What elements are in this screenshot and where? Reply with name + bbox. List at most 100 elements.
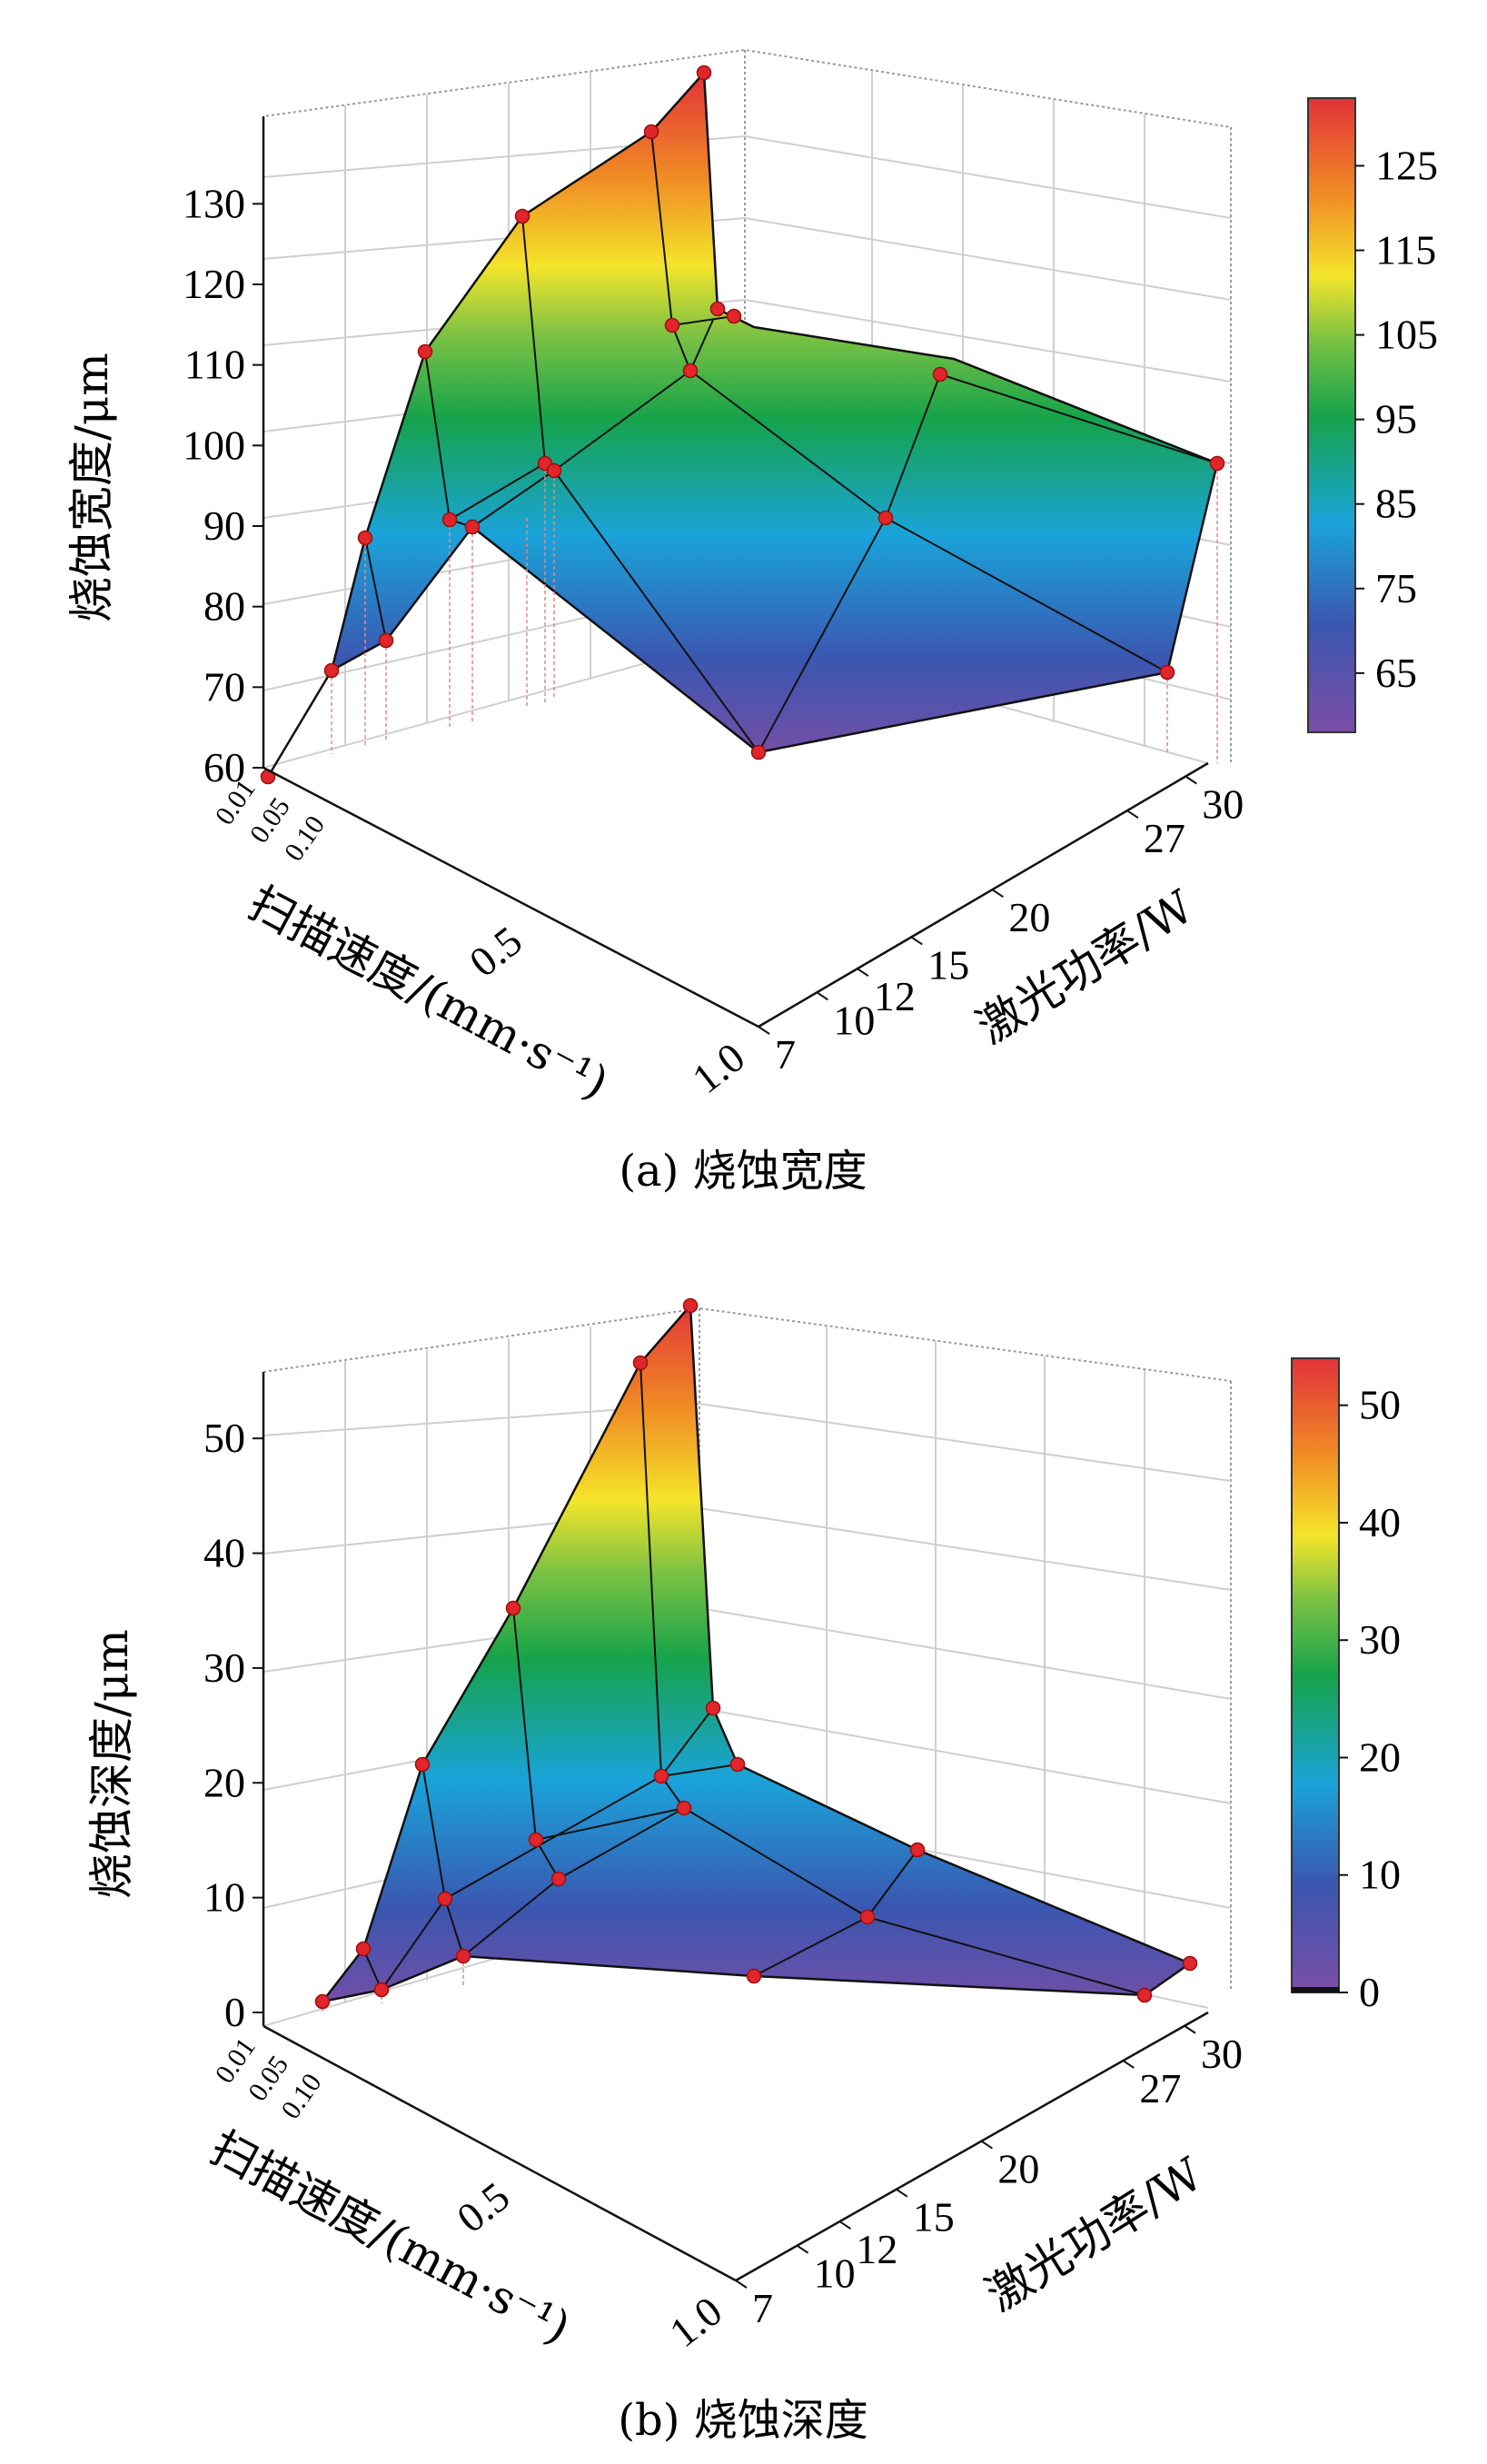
chart-a-data-point	[709, 301, 726, 317]
chart-a-colorbar-tick-label: 125	[1375, 142, 1438, 188]
chart-a-colorbar-tick-label: 85	[1375, 481, 1417, 527]
chart-b-data-point	[314, 1993, 331, 2010]
chart-b-z-tick-label: 40	[203, 1530, 245, 1576]
chart-a-data-point	[932, 366, 948, 383]
chart-a-data-point	[378, 632, 394, 649]
chart-b-power-tick-mark	[838, 2221, 851, 2230]
chart-b-data-point	[676, 1800, 692, 1816]
chart-a-data-point	[1209, 455, 1225, 472]
chart-a-z-tick-label: 110	[184, 342, 245, 388]
chart-b-data-point	[859, 1909, 876, 1925]
chart-b-power-tick-mark	[735, 2280, 748, 2289]
chart-a-surface	[260, 65, 1225, 785]
chart-b-power-tick-label: 20	[997, 2146, 1039, 2192]
chart-b-power-tick-mark	[980, 2140, 993, 2150]
chart-b-power-tick-label: 15	[913, 2194, 955, 2240]
chart-a-data-point	[750, 744, 767, 760]
chart-a-ylabel: 激光功率/W	[968, 880, 1204, 1055]
chart-b-data-point	[705, 1700, 721, 1716]
chart-b-data-point	[437, 1891, 453, 1907]
chart-b-data-point	[550, 1871, 567, 1887]
chart-a-data-point	[1159, 664, 1175, 681]
chart-a-z-tick-label: 120	[183, 261, 245, 307]
chart-b-data-point	[373, 1982, 390, 1998]
chart-b-power-tick-label: 10	[814, 2250, 856, 2297]
chart-b-speed-axis: 0.010.050.100.51.0 扫描速度/(mm·s⁻¹)	[202, 2024, 737, 2357]
chart-b-data-point	[355, 1941, 372, 1957]
chart-b-zlabel: 烧蚀深度/μm	[85, 1629, 138, 1899]
chart-a-z-tick-label: 60	[203, 744, 245, 790]
chart-b-data-point	[632, 1355, 649, 1371]
chart-b-surface	[314, 1297, 1198, 2012]
chart-b-caption: (b) 烧蚀深度	[618, 2395, 867, 2446]
chart-a-z-axis: 60 70 80 90 100 110 120 130	[183, 116, 265, 790]
chart-b-colorbar: 0 10 20 30 40 50	[1291, 1357, 1401, 2015]
chart-a-z-tick-label: 80	[203, 583, 245, 630]
chart-a-power-tick-mark	[1126, 810, 1139, 820]
chart-a-colorbar-tick-label: 75	[1375, 565, 1417, 611]
chart-a-data-point	[357, 530, 373, 546]
chart-a-data-point	[696, 65, 712, 81]
chart-a-colorbar-tick-label: 95	[1375, 396, 1417, 442]
chart-b-colorbar-tick-label: 0	[1359, 1969, 1380, 2015]
chart-b-z-tick-label: 10	[203, 1874, 245, 1921]
chart-b-colorbar-tick-label: 30	[1359, 1616, 1401, 1663]
chart-a-power-tick-label: 30	[1202, 781, 1244, 828]
chart-a-power-tick-mark	[758, 1026, 770, 1035]
chart-a-speed-tick-label: 0.5	[461, 917, 530, 986]
chart-a-caption: (a) 烧蚀宽度	[619, 1146, 867, 1197]
chart-a-data-point	[464, 519, 481, 535]
chart-b-colorbar-tick-label: 10	[1359, 1852, 1401, 1898]
chart-a-z-tick-label: 70	[203, 663, 245, 710]
chart-a-speed-axis: 0.010.050.100.51.0 扫描速度/(mm·s⁻¹)	[210, 766, 759, 1110]
chart-b-z-tick-label: 30	[203, 1644, 245, 1691]
chart-b-power-tick-label: 7	[752, 2285, 773, 2331]
chart-a-data-point	[417, 343, 433, 360]
chart-b-data-point	[746, 1968, 762, 1984]
chart-a-z-tick-label: 100	[183, 422, 245, 468]
chart-b-power-tick-mark	[1122, 2060, 1135, 2069]
chart-a-power-tick-label: 10	[833, 997, 875, 1043]
chart-a-data-point	[441, 512, 458, 528]
chart-b-xlabel: 扫描速度/(mm·s⁻¹)	[202, 2121, 579, 2354]
chart-a-power-tick-mark	[857, 968, 869, 978]
chart-a-zlabel: 烧蚀宽度/μm	[65, 353, 118, 622]
chart-b-data-point	[729, 1756, 746, 1773]
chart-a-power-tick-label: 7	[775, 1031, 796, 1078]
chart-a-power-tick-mark	[991, 889, 1004, 899]
chart-a-power-tick-mark	[816, 991, 828, 1001]
chart-a-data-point	[877, 510, 894, 526]
chart-a-data-point	[514, 208, 530, 224]
chart-a-data-point	[726, 308, 742, 324]
chart-b-z-tick-label: 0	[224, 1989, 245, 2035]
chart-a-colorbar-tick-label: 105	[1375, 312, 1438, 358]
chart-a-z-tick-label: 130	[183, 180, 245, 226]
chart-a-data-point	[323, 662, 340, 679]
chart-b-data-point	[653, 1768, 669, 1784]
chart-a-data-point	[643, 124, 659, 140]
chart-b-power-tick-mark	[797, 2244, 809, 2254]
chart-a-speed-tick-label: 1.0	[683, 1034, 753, 1103]
chart-b-z-tick-label: 50	[203, 1415, 245, 1461]
chart-b-colorbar-tick-label: 20	[1359, 1734, 1401, 1780]
chart-b-power-tick-mark	[896, 2188, 908, 2198]
chart-b-z-axis: 0 10 20 30 40 50	[203, 1372, 265, 2035]
chart-b-data-point	[1182, 1955, 1198, 1972]
chart-b-data-point	[414, 1756, 431, 1773]
chart-a-power-tick-mark	[1185, 775, 1197, 785]
chart-b-power-tick-mark	[1184, 2024, 1196, 2034]
chart-b-data-point	[505, 1600, 521, 1616]
chart-b-data-point	[455, 1948, 471, 1964]
chart-b-speed-tick-label: 1.0	[660, 2288, 730, 2357]
chart-b-z-tick-label: 20	[203, 1759, 245, 1805]
chart-a-data-point	[682, 363, 699, 379]
chart-b-colorbar-tick-label: 40	[1359, 1499, 1401, 1545]
chart-a-z-tick-label: 90	[203, 502, 245, 549]
chart-b-data-point	[909, 1842, 926, 1858]
chart-a-power-tick-mark	[910, 936, 923, 946]
chart-b-colorbar-tick-label: 50	[1359, 1382, 1401, 1428]
chart-b-power-tick-label: 30	[1201, 2031, 1243, 2077]
